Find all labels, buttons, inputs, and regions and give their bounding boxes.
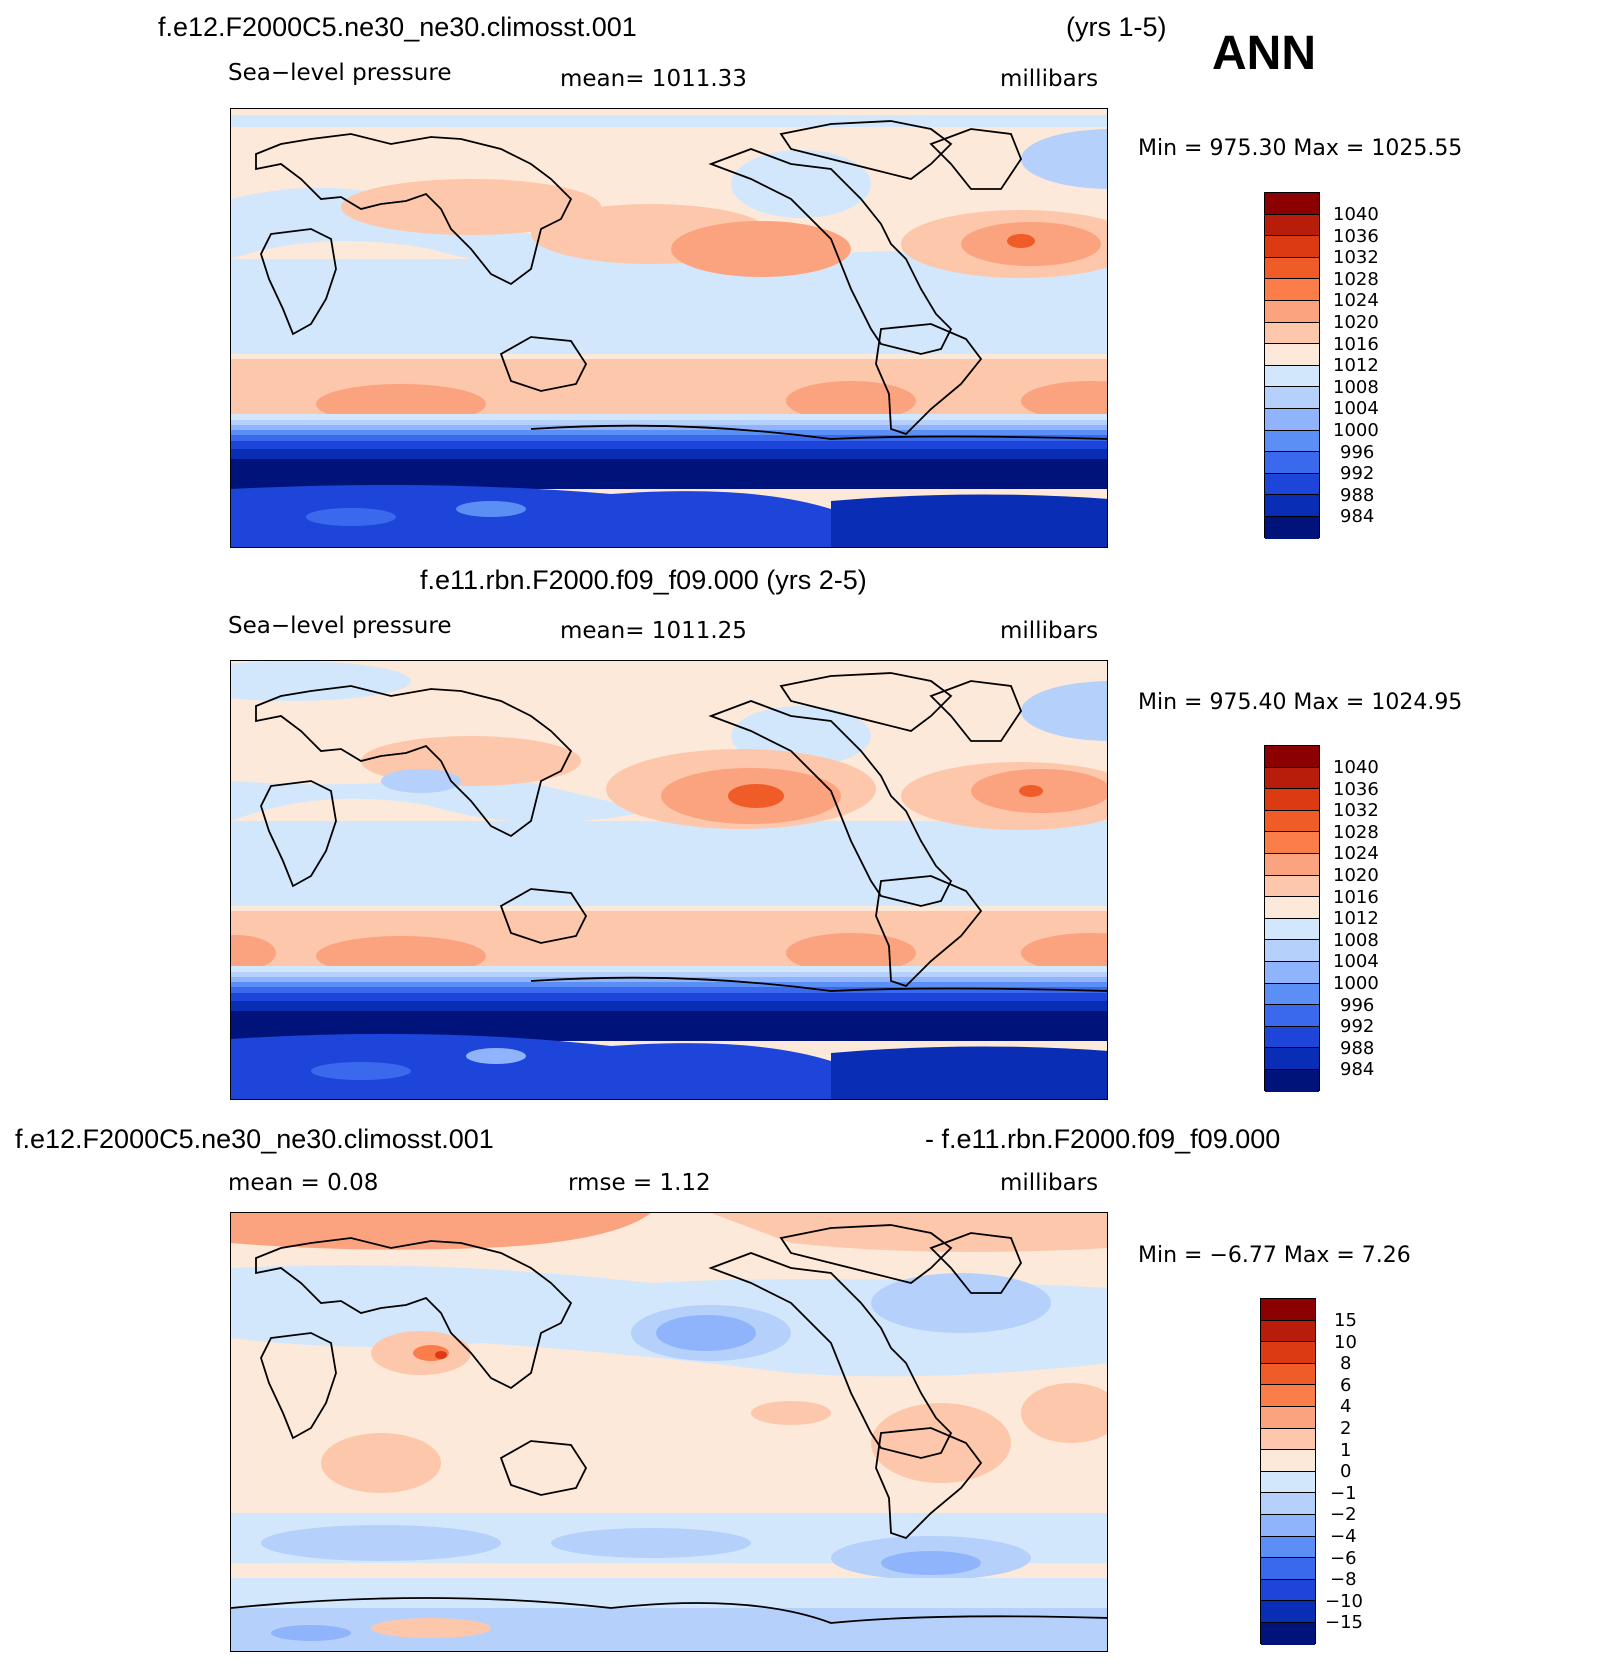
panel3-map [230, 1212, 1108, 1652]
season-label: ANN [1212, 27, 1316, 80]
panel3-cb-label: 15 [1334, 1310, 1357, 1331]
panel2-cb-label: 992 [1340, 1016, 1375, 1037]
panel1-cb-label: 1008 [1333, 377, 1379, 398]
panel2-cb-label: 1008 [1333, 930, 1379, 951]
panel2-units: millibars [1000, 618, 1099, 644]
panel3-cb-label: −8 [1330, 1569, 1357, 1590]
panel1-mean: mean= 1011.33 [560, 66, 747, 92]
panel1-contour-field [231, 109, 1107, 547]
panel2-cb-label: 1036 [1333, 779, 1379, 800]
panel1-cb-label: 988 [1340, 485, 1375, 506]
panel2-variable: Sea−level pressure [228, 613, 452, 639]
panel3-cb-label: −6 [1330, 1548, 1357, 1569]
panel3-cb-label: −15 [1325, 1612, 1363, 1633]
panel1-colorbar [1264, 192, 1320, 539]
panel2-cb-label: 1040 [1333, 757, 1379, 778]
panel2-cb-label: 1032 [1333, 800, 1379, 821]
panel2-cb-label: 1016 [1333, 887, 1379, 908]
panel3-cb-label: 0 [1340, 1461, 1352, 1482]
panel3-cb-label: −4 [1330, 1526, 1357, 1547]
panel3-cb-label: 10 [1334, 1332, 1357, 1353]
panel3-cb-label: 2 [1340, 1418, 1352, 1439]
panel1-cb-label: 1004 [1333, 398, 1379, 419]
panel1-cb-label: 992 [1340, 463, 1375, 484]
panel3-cb-label: 1 [1340, 1440, 1352, 1461]
panel3-rmse: rmse = 1.12 [568, 1170, 711, 1196]
panel1-cb-label: 1000 [1333, 420, 1379, 441]
panel3-cb-label: 8 [1340, 1353, 1352, 1374]
panel3-minmax: Min = −6.77 Max = 7.26 [1138, 1243, 1411, 1268]
panel1-variable: Sea−level pressure [228, 60, 452, 86]
panel1-years: (yrs 1-5) [1066, 12, 1167, 42]
panel2-cb-label: 1020 [1333, 865, 1379, 886]
panel3-cb-label: 6 [1340, 1375, 1352, 1396]
panel3-units: millibars [1000, 1170, 1099, 1196]
panel2-minmax: Min = 975.40 Max = 1024.95 [1138, 690, 1463, 715]
panel1-cb-label: 1032 [1333, 247, 1379, 268]
panel2-cb-label: 1024 [1333, 843, 1379, 864]
panel1-minmax: Min = 975.30 Max = 1025.55 [1138, 136, 1463, 161]
panel2-mean: mean= 1011.25 [560, 618, 747, 644]
panel3-case-a: f.e12.F2000C5.ne30_ne30.climosst.001 [15, 1124, 494, 1154]
panel1-cb-label: 1016 [1333, 334, 1379, 355]
panel1-cb-label: 1040 [1333, 204, 1379, 225]
panel3-case-b: - f.e11.rbn.F2000.f09_f09.000 [925, 1124, 1281, 1154]
panel1-cb-label: 996 [1340, 442, 1375, 463]
panel2-case-title: f.e11.rbn.F2000.f09_f09.000 (yrs 2-5) [420, 565, 867, 595]
panel2-cb-label: 984 [1340, 1059, 1375, 1080]
panel3-contour-field [231, 1213, 1107, 1651]
panel2-map [230, 660, 1108, 1100]
panel1-cb-label: 1036 [1333, 226, 1379, 247]
panel3-cb-label: 4 [1340, 1396, 1352, 1417]
panel1-map [230, 108, 1108, 548]
panel1-case-title: f.e12.F2000C5.ne30_ne30.climosst.001 [158, 12, 637, 42]
panel3-colorbar [1260, 1298, 1316, 1645]
panel3-mean: mean = 0.08 [228, 1170, 379, 1196]
panel3-cb-label: −2 [1330, 1504, 1357, 1525]
panel1-cb-label: 1024 [1333, 290, 1379, 311]
panel2-cb-label: 1000 [1333, 973, 1379, 994]
panel3-cb-label: −10 [1325, 1591, 1363, 1612]
panel2-colorbar [1264, 745, 1320, 1092]
panel1-cb-label: 1028 [1333, 269, 1379, 290]
panel2-cb-label: 1004 [1333, 951, 1379, 972]
panel2-cb-label: 996 [1340, 995, 1375, 1016]
panel2-cb-label: 1012 [1333, 908, 1379, 929]
panel3-cb-label: −1 [1330, 1483, 1357, 1504]
panel1-units: millibars [1000, 66, 1099, 92]
panel2-cb-label: 988 [1340, 1038, 1375, 1059]
panel1-cb-label: 1012 [1333, 355, 1379, 376]
panel2-cb-label: 1028 [1333, 822, 1379, 843]
panel1-cb-label: 984 [1340, 506, 1375, 527]
panel2-contour-field [231, 661, 1107, 1099]
panel1-cb-label: 1020 [1333, 312, 1379, 333]
